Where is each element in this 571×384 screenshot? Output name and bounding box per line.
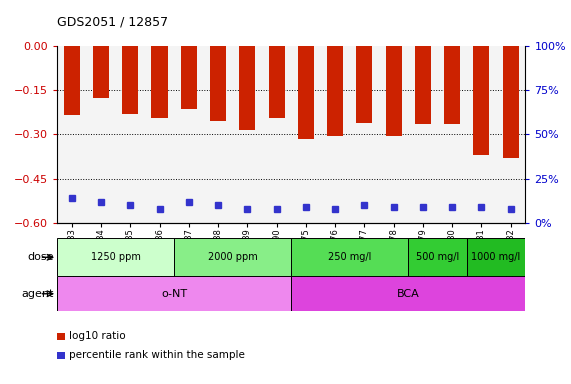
- Bar: [145, 46, 174, 223]
- Bar: [57, 238, 174, 276]
- Bar: [93, 46, 109, 98]
- Bar: [268, 46, 284, 118]
- Bar: [262, 46, 291, 223]
- Bar: [291, 276, 525, 311]
- Bar: [151, 46, 167, 118]
- Text: 1250 ppm: 1250 ppm: [91, 252, 140, 262]
- Text: dose: dose: [28, 252, 54, 262]
- Bar: [379, 46, 408, 223]
- Bar: [320, 46, 349, 223]
- Bar: [203, 46, 233, 223]
- Bar: [210, 46, 226, 121]
- Text: 250 mg/l: 250 mg/l: [328, 252, 371, 262]
- Text: percentile rank within the sample: percentile rank within the sample: [69, 350, 244, 360]
- Text: BCA: BCA: [397, 289, 420, 299]
- Bar: [467, 238, 525, 276]
- Bar: [437, 46, 467, 223]
- Text: 2000 ppm: 2000 ppm: [208, 252, 258, 262]
- Bar: [349, 46, 379, 223]
- Bar: [298, 46, 314, 139]
- Bar: [444, 46, 460, 124]
- Bar: [233, 46, 262, 223]
- Bar: [415, 46, 431, 124]
- Bar: [174, 46, 203, 223]
- Bar: [291, 238, 408, 276]
- Text: log10 ratio: log10 ratio: [69, 331, 125, 341]
- Bar: [115, 46, 145, 223]
- Bar: [473, 46, 489, 155]
- Bar: [181, 46, 197, 109]
- Bar: [502, 46, 518, 158]
- Bar: [64, 46, 80, 115]
- Text: o-NT: o-NT: [161, 289, 187, 299]
- Text: GDS2051 / 12857: GDS2051 / 12857: [57, 15, 168, 28]
- Bar: [408, 238, 467, 276]
- Bar: [496, 46, 525, 223]
- Bar: [356, 46, 372, 122]
- Bar: [408, 46, 437, 223]
- Bar: [291, 46, 320, 223]
- Bar: [57, 46, 86, 223]
- Bar: [467, 46, 496, 223]
- Text: 1000 mg/l: 1000 mg/l: [472, 252, 521, 262]
- Bar: [86, 46, 115, 223]
- Bar: [239, 46, 255, 130]
- Bar: [57, 276, 291, 311]
- Text: agent: agent: [22, 289, 54, 299]
- Bar: [327, 46, 343, 136]
- Bar: [174, 238, 291, 276]
- Bar: [122, 46, 138, 114]
- Text: 500 mg/l: 500 mg/l: [416, 252, 459, 262]
- Bar: [385, 46, 401, 136]
